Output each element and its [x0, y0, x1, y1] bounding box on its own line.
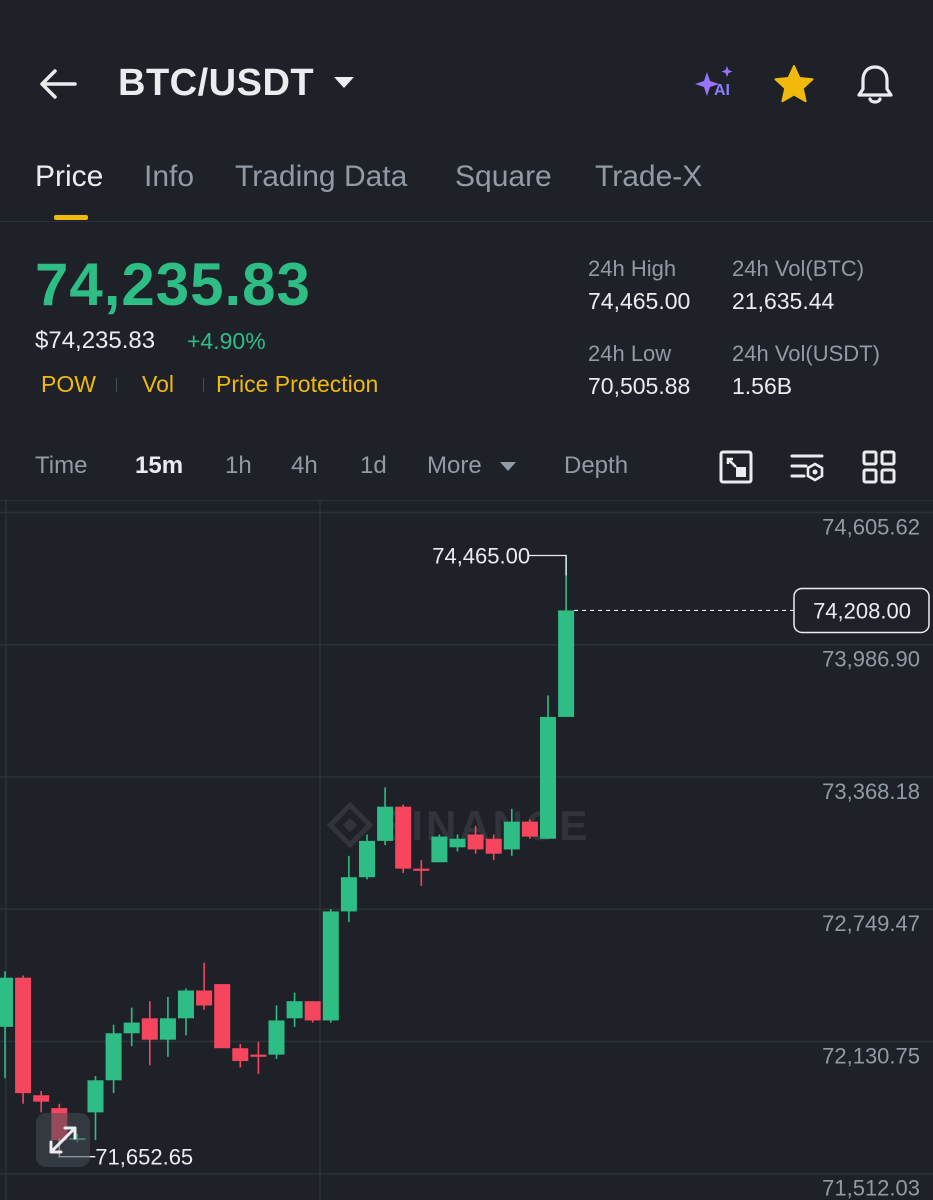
candle-body — [15, 977, 32, 1094]
interval-1d[interactable]: 1d — [360, 452, 387, 479]
price-change: +4.90% — [187, 328, 266, 354]
y-tick-label: 72,749.47 — [822, 911, 920, 936]
interval-more[interactable]: More — [427, 452, 482, 479]
vol-usdt-label: 24h Vol(USDT) — [732, 341, 880, 366]
chart-annotations: 74,465.00 71,652.65 74,208.00 — [58, 544, 930, 1170]
candle-body — [123, 1022, 140, 1034]
low-value: 70,505.88 — [588, 373, 691, 399]
vol-usdt-value: 1.56B — [732, 373, 793, 399]
candle-body — [431, 836, 448, 863]
y-tick-label: 71,512.03 — [822, 1176, 920, 1200]
candle-body — [413, 868, 430, 871]
tag-pow[interactable]: POW — [41, 371, 96, 397]
candles — [0, 555, 575, 1158]
y-tick-label: 73,986.90 — [822, 647, 920, 672]
interval-1h[interactable]: 1h — [225, 452, 252, 479]
back-arrow-icon[interactable] — [37, 66, 79, 102]
current-price-box — [793, 587, 930, 634]
y-tick-label: 73,368.18 — [822, 779, 920, 804]
last-price: 74,235.83 — [35, 251, 311, 318]
tag-divider — [203, 378, 204, 392]
ai-sparkle-icon[interactable]: AI — [694, 64, 740, 104]
divider — [0, 500, 933, 501]
pair-title[interactable]: BTC/USDT — [118, 62, 315, 104]
tag-divider — [116, 378, 117, 392]
candle-body — [0, 977, 13, 1027]
tab-info[interactable]: Info — [144, 160, 195, 193]
chart-settings-icon[interactable] — [719, 450, 753, 484]
candle-body — [340, 877, 357, 912]
tab-square[interactable]: Square — [455, 160, 552, 193]
interval-depth[interactable]: Depth — [564, 452, 629, 479]
candle-body — [485, 838, 502, 854]
chevron-down-icon[interactable] — [333, 76, 355, 90]
candle-body — [521, 821, 538, 837]
usd-price: $74,235.83 — [35, 327, 156, 354]
grid-layout-icon[interactable] — [862, 450, 896, 484]
candle-body — [232, 1048, 249, 1062]
high-label: 24h High — [588, 256, 677, 281]
high-value: 74,465.00 — [588, 288, 691, 314]
tab-trading-data[interactable]: Trading Data — [235, 160, 408, 193]
candle-body — [558, 610, 575, 717]
expand-button[interactable] — [36, 1113, 90, 1167]
candle-body — [196, 990, 213, 1006]
candle-body — [322, 911, 339, 1021]
tab-trade-x[interactable]: Trade-X — [595, 160, 703, 193]
candle-body — [467, 834, 484, 850]
active-tab-indicator — [54, 215, 88, 220]
expand-icon — [49, 1126, 77, 1154]
interval-15m[interactable]: 15m — [135, 452, 184, 479]
divider — [0, 221, 933, 222]
candle-body — [286, 1001, 303, 1019]
candle-body — [87, 1080, 104, 1113]
vol-btc-label: 24h Vol(BTC) — [732, 256, 865, 281]
candle-body — [159, 1018, 176, 1040]
candle-body — [33, 1095, 50, 1102]
current-price-label: 74,208.00 — [813, 598, 911, 623]
chart-grid — [0, 501, 933, 1200]
candle-body — [359, 840, 375, 878]
low-marker-label: 71,652.65 — [95, 1145, 193, 1170]
bell-icon[interactable] — [855, 62, 895, 106]
tag-price-protection[interactable]: Price Protection — [216, 371, 379, 397]
high-marker-label: 74,465.00 — [432, 544, 530, 569]
candle-body — [395, 806, 412, 869]
candle-body — [141, 1018, 158, 1040]
candle-body — [449, 838, 466, 848]
candle-body — [178, 990, 194, 1019]
tab-price[interactable]: Price — [35, 160, 104, 193]
candle-body — [105, 1033, 122, 1081]
interval-4h[interactable]: 4h — [291, 452, 318, 479]
candle-body — [214, 984, 231, 1049]
candle-body — [503, 821, 520, 850]
candle-body — [250, 1054, 267, 1057]
chevron-down-icon[interactable] — [499, 461, 517, 472]
price-axis: 74,605.62 73,986.90 73,368.18 72,749.47 72,1… — [822, 514, 920, 1200]
high-marker-line — [528, 554, 567, 576]
low-label: 24h Low — [588, 341, 672, 366]
candle-body — [304, 1001, 321, 1021]
indicator-icon[interactable] — [790, 452, 826, 484]
tag-vol[interactable]: Vol — [142, 371, 174, 397]
y-tick-label: 74,605.62 — [822, 514, 920, 539]
star-icon[interactable] — [773, 64, 815, 104]
ai-label: AI — [714, 82, 730, 99]
candle-body — [377, 806, 394, 841]
vol-btc-value: 21,635.44 — [732, 288, 835, 314]
y-tick-label: 72,130.75 — [822, 1043, 920, 1068]
candle-body — [540, 716, 556, 839]
interval-time[interactable]: Time — [35, 452, 88, 479]
candle-body — [268, 1020, 285, 1055]
